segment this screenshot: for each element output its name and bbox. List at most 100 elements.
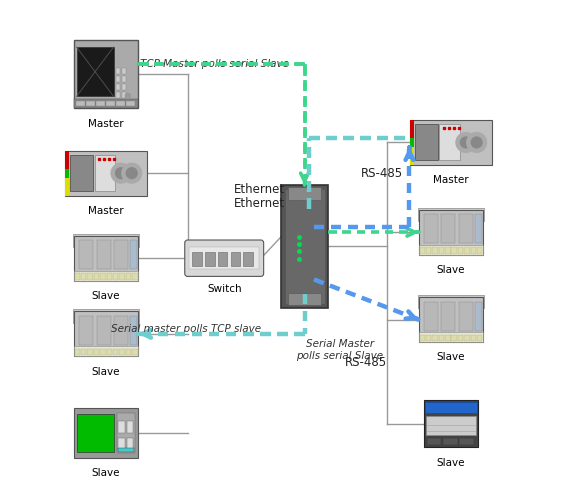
Text: Master: Master (88, 206, 124, 216)
FancyBboxPatch shape (126, 101, 135, 106)
FancyBboxPatch shape (65, 187, 69, 195)
FancyBboxPatch shape (458, 301, 473, 331)
FancyBboxPatch shape (471, 247, 476, 254)
FancyBboxPatch shape (106, 101, 115, 106)
FancyBboxPatch shape (192, 252, 202, 266)
FancyBboxPatch shape (419, 297, 483, 342)
FancyBboxPatch shape (458, 214, 473, 243)
FancyBboxPatch shape (74, 271, 138, 281)
FancyBboxPatch shape (205, 252, 215, 266)
FancyBboxPatch shape (117, 413, 135, 453)
FancyBboxPatch shape (441, 214, 456, 243)
FancyBboxPatch shape (65, 151, 69, 160)
FancyBboxPatch shape (65, 160, 69, 168)
FancyBboxPatch shape (94, 349, 99, 355)
FancyBboxPatch shape (118, 448, 134, 452)
FancyBboxPatch shape (445, 247, 450, 254)
FancyBboxPatch shape (425, 402, 477, 413)
FancyBboxPatch shape (230, 252, 240, 266)
FancyBboxPatch shape (126, 349, 131, 355)
FancyBboxPatch shape (475, 301, 482, 331)
FancyBboxPatch shape (419, 245, 483, 255)
FancyBboxPatch shape (424, 214, 438, 243)
FancyBboxPatch shape (130, 316, 137, 345)
FancyBboxPatch shape (464, 247, 469, 254)
Text: Slave: Slave (437, 265, 465, 275)
FancyBboxPatch shape (88, 274, 93, 280)
FancyBboxPatch shape (122, 92, 126, 98)
FancyBboxPatch shape (75, 349, 80, 355)
FancyBboxPatch shape (419, 332, 483, 342)
FancyBboxPatch shape (77, 414, 113, 452)
FancyBboxPatch shape (285, 189, 325, 304)
Circle shape (125, 93, 130, 98)
Text: Switch: Switch (207, 284, 241, 294)
FancyBboxPatch shape (477, 335, 483, 341)
FancyBboxPatch shape (96, 101, 105, 106)
FancyBboxPatch shape (419, 335, 425, 341)
FancyBboxPatch shape (190, 246, 263, 276)
FancyBboxPatch shape (65, 151, 147, 195)
FancyBboxPatch shape (410, 138, 414, 147)
FancyBboxPatch shape (100, 274, 105, 280)
FancyBboxPatch shape (426, 247, 431, 254)
FancyBboxPatch shape (65, 168, 69, 178)
FancyBboxPatch shape (458, 335, 463, 341)
FancyBboxPatch shape (116, 92, 120, 98)
FancyBboxPatch shape (426, 335, 431, 341)
FancyBboxPatch shape (113, 240, 128, 269)
FancyBboxPatch shape (97, 240, 111, 269)
FancyBboxPatch shape (116, 68, 120, 74)
FancyBboxPatch shape (116, 101, 124, 106)
Text: Master: Master (88, 119, 124, 129)
FancyBboxPatch shape (94, 274, 99, 280)
FancyBboxPatch shape (81, 274, 86, 280)
FancyBboxPatch shape (127, 438, 133, 450)
Text: Ethernet: Ethernet (234, 183, 285, 196)
FancyBboxPatch shape (113, 274, 119, 280)
FancyBboxPatch shape (73, 233, 139, 247)
FancyBboxPatch shape (126, 274, 131, 280)
FancyBboxPatch shape (75, 274, 80, 280)
Text: Ethernet: Ethernet (234, 197, 285, 210)
FancyBboxPatch shape (441, 301, 456, 331)
FancyBboxPatch shape (94, 155, 115, 191)
Text: Serial Master
polls serial Slave: Serial Master polls serial Slave (297, 338, 384, 361)
Circle shape (126, 168, 137, 179)
FancyBboxPatch shape (218, 252, 228, 266)
FancyBboxPatch shape (418, 207, 484, 221)
FancyBboxPatch shape (116, 84, 120, 90)
FancyBboxPatch shape (410, 129, 414, 138)
Text: TCP Master polls serial Slave: TCP Master polls serial Slave (141, 59, 289, 69)
FancyBboxPatch shape (433, 335, 438, 341)
FancyBboxPatch shape (410, 156, 414, 165)
Circle shape (471, 137, 482, 148)
Text: Master: Master (433, 175, 469, 185)
FancyBboxPatch shape (122, 68, 126, 74)
FancyBboxPatch shape (410, 120, 414, 129)
Text: RS-485: RS-485 (344, 356, 387, 369)
Text: Slave: Slave (92, 468, 120, 478)
FancyBboxPatch shape (74, 236, 138, 281)
FancyBboxPatch shape (107, 274, 112, 280)
FancyBboxPatch shape (107, 349, 112, 355)
FancyBboxPatch shape (122, 76, 126, 82)
Circle shape (467, 132, 487, 152)
FancyBboxPatch shape (475, 214, 482, 243)
FancyBboxPatch shape (65, 178, 69, 187)
FancyBboxPatch shape (88, 349, 93, 355)
FancyBboxPatch shape (419, 247, 425, 254)
FancyBboxPatch shape (459, 438, 474, 445)
FancyBboxPatch shape (130, 240, 137, 269)
FancyBboxPatch shape (74, 347, 138, 356)
Circle shape (116, 168, 126, 179)
FancyBboxPatch shape (81, 349, 86, 355)
FancyBboxPatch shape (439, 335, 444, 341)
FancyBboxPatch shape (113, 349, 119, 355)
Circle shape (460, 137, 471, 148)
FancyBboxPatch shape (439, 124, 460, 160)
FancyBboxPatch shape (471, 335, 476, 341)
FancyBboxPatch shape (433, 247, 438, 254)
FancyBboxPatch shape (100, 349, 105, 355)
FancyBboxPatch shape (86, 101, 94, 106)
